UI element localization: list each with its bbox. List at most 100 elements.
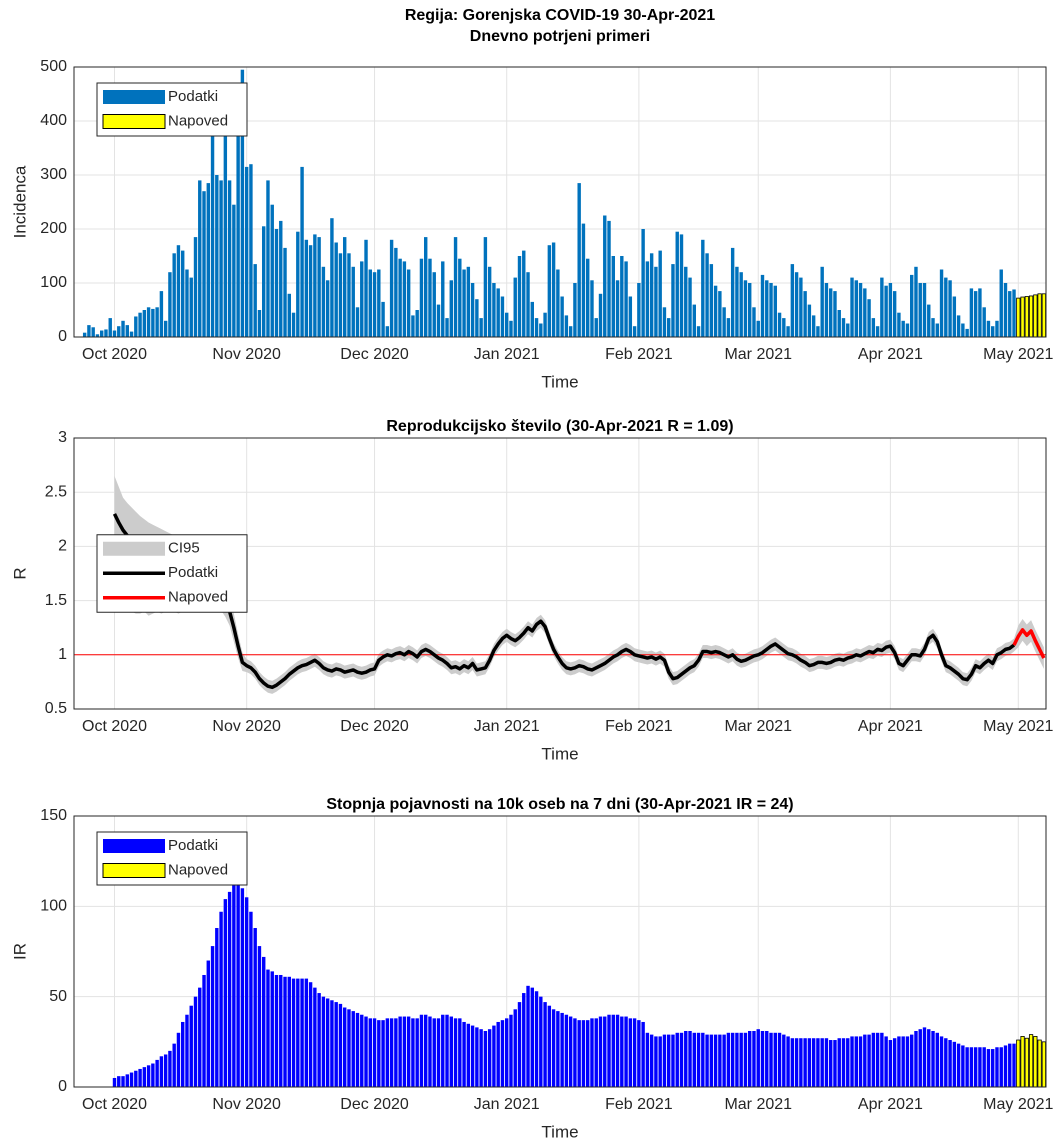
bar [982,1047,986,1087]
subplot: 0.5 1 1.5 2 2.5 3 Oct 2020 Nov 2020 Dec 2020 Jan … [10,418,1053,763]
bar [244,166,249,337]
bar [117,1076,121,1087]
x-tick-label: Jan 2021 [474,1096,540,1113]
axes-box [73,437,1047,710]
bar [692,304,696,337]
bar [944,1038,948,1087]
bar [824,1038,829,1087]
bar [398,258,402,337]
bar [803,291,807,337]
legend-label: Napoved [168,112,228,129]
bar [236,99,240,337]
bar [939,1036,944,1087]
bar [995,1047,999,1087]
bar [598,293,603,337]
bar [1024,1037,1029,1087]
bar [436,304,441,337]
bar [854,1036,858,1087]
legend-swatch [103,839,165,853]
bar [95,334,100,337]
bar [952,296,957,337]
bar [786,1036,790,1087]
bar [675,1032,679,1087]
bar [134,1070,138,1087]
bar [654,1036,658,1087]
chart-subtitle: Dnevno potrjeni primeri [470,28,650,45]
bar [219,180,223,337]
bar [313,234,317,337]
bar [718,1034,722,1087]
bar [146,1065,151,1087]
x-tick-label: Mar 2021 [724,346,792,363]
bar [343,237,347,337]
bar [509,1014,513,1087]
bar [765,280,769,337]
bar [713,1034,718,1087]
bar [325,998,330,1087]
bar [526,272,530,337]
bar [551,1009,556,1087]
y-tick-label: 1 [58,646,67,663]
bar [168,1050,172,1087]
bar [863,288,867,337]
bar [227,891,232,1087]
bar [603,215,607,337]
bar [313,987,317,1087]
bar [181,250,185,337]
bar [253,928,257,1087]
bar [735,266,739,337]
bar [300,166,304,337]
bar [517,256,522,337]
bar [765,1030,769,1087]
bar [662,1034,667,1087]
bar [709,1034,714,1087]
bar [262,956,266,1087]
bar [897,312,901,337]
bar [351,266,355,337]
bar [884,1036,888,1087]
bar [607,1014,611,1087]
bar [479,1029,483,1087]
bar [117,326,121,337]
bar [739,272,743,337]
bar [291,978,296,1087]
bar [1037,293,1042,337]
legend-label: CI95 [168,540,200,557]
bar [675,231,679,337]
legend: CI95 Podatki Napoved [96,534,248,613]
bar [973,1047,978,1087]
y-tick-label: 1.5 [45,592,67,609]
bar [138,312,142,337]
bar [752,307,756,337]
bar [462,269,466,337]
bar [598,1016,603,1087]
bar [722,307,726,337]
bar [500,296,505,337]
bar [483,1030,488,1087]
bar [944,277,948,337]
bar [637,1020,641,1087]
bar [556,1011,560,1087]
bar [611,256,615,337]
x-tick-label: Feb 2021 [605,1096,673,1113]
bar [394,247,398,337]
bar [782,318,786,337]
bar [1041,293,1046,337]
bar [470,283,475,337]
bar [87,325,91,337]
bar [777,312,782,337]
legend: Podatki Napoved [96,831,248,886]
bar [1012,289,1016,337]
bar [389,239,394,337]
bar [905,323,910,337]
bar [641,229,645,337]
bar [811,1038,816,1087]
subplot: 0 100 200 300 400 500 Oct 2020 Nov 2020 Dec 2020… [10,7,1053,391]
y-tick-label: 2.5 [45,483,67,500]
bar [539,323,543,337]
bar [325,280,330,337]
bar [428,258,432,337]
bar [931,318,935,337]
bar [210,946,215,1087]
bar [428,1016,432,1087]
